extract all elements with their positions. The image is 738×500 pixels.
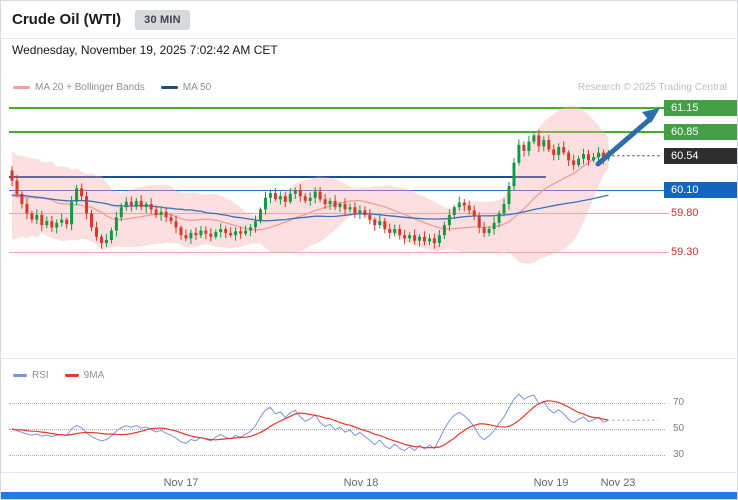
rsi-guide-line-50 bbox=[9, 429, 665, 430]
level-line-60.85 bbox=[9, 130, 664, 133]
ma50-swatch-icon bbox=[160, 86, 178, 89]
forecast-arrow-layer bbox=[595, 108, 662, 167]
rsi-guide-label-70: 70 bbox=[673, 397, 685, 408]
level-line-59.80 bbox=[9, 212, 669, 214]
research-credit: Research © 2025 Trading Central bbox=[577, 82, 727, 93]
header-bar: Crude Oil (WTI) 30 MIN bbox=[1, 1, 737, 39]
ma20-legend-label: MA 20 + Bollinger Bands bbox=[35, 82, 145, 93]
rsi-guide-line-30 bbox=[9, 455, 665, 456]
x-axis-label-nov-17: Nov 17 bbox=[163, 477, 199, 489]
ma9-swatch-icon bbox=[64, 374, 79, 377]
price-level-label-60.54: 60.54 bbox=[664, 147, 737, 164]
price-level-label-60.10: 60.10 bbox=[664, 182, 737, 198]
price-level-label-59.30: 59.30 bbox=[671, 246, 699, 259]
price-level-label-61.15: 61.15 bbox=[664, 100, 737, 117]
level-line-61.15 bbox=[9, 107, 664, 110]
ma50-legend-label: MA 50 bbox=[182, 82, 212, 93]
rsi-guide-line-70 bbox=[9, 403, 665, 404]
chart-datetime: Wednesday, November 19, 2025 7:02:42 AM … bbox=[12, 43, 278, 57]
price-level-label-60.85: 60.85 bbox=[664, 123, 737, 140]
rsi-guide-label-50: 50 bbox=[673, 423, 685, 434]
bottom-accent-bar bbox=[1, 492, 737, 499]
panel-divider-bottom bbox=[1, 472, 737, 473]
ma20-swatch-icon bbox=[13, 86, 30, 89]
x-axis-label-nov-18: Nov 18 bbox=[343, 477, 379, 489]
timeframe-badge: 30 MIN bbox=[135, 9, 190, 30]
price-level-label-59.80: 59.80 bbox=[671, 207, 699, 220]
rsi-swatch-icon bbox=[13, 374, 27, 377]
overlay-legend: MA 20 + Bollinger Bands MA 50 Research ©… bbox=[13, 82, 727, 93]
x-axis-label-nov-19: Nov 19 bbox=[533, 477, 569, 489]
level-line-60.10 bbox=[9, 189, 664, 191]
x-axis-label-nov-23: Nov 23 bbox=[600, 477, 636, 489]
panel-divider-top bbox=[1, 358, 737, 359]
rsi-legend-label: RSI bbox=[32, 370, 49, 381]
intraday-support-line bbox=[9, 175, 546, 178]
instrument-title: Crude Oil (WTI) bbox=[12, 11, 122, 28]
ma9-legend-label: 9MA bbox=[83, 370, 105, 381]
rsi-legend: RSI 9MA bbox=[13, 370, 120, 381]
rsi-guide-label-30: 30 bbox=[673, 449, 685, 460]
level-line-59.30 bbox=[9, 251, 669, 253]
